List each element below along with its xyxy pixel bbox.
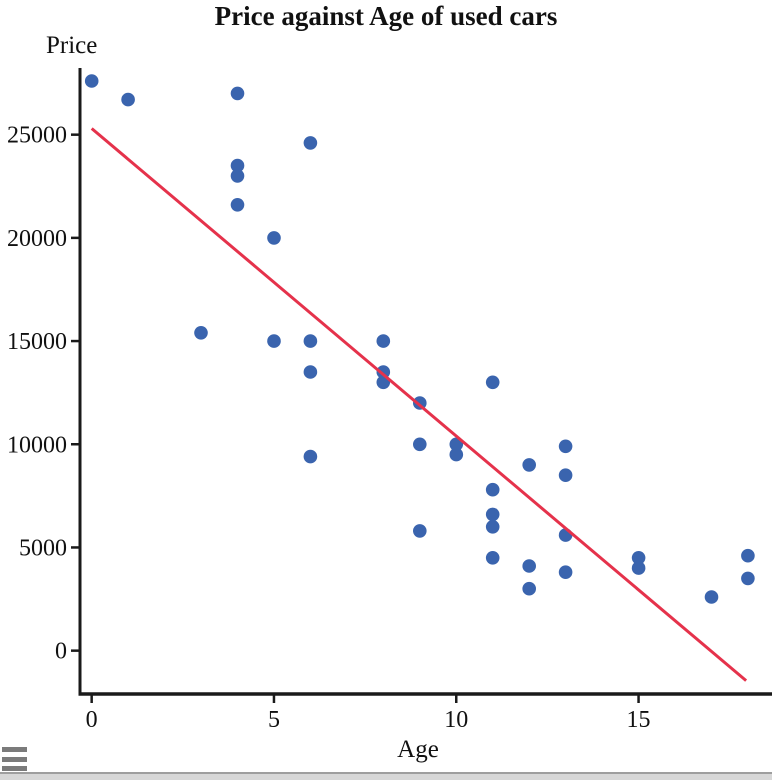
y-tick-label: 10000 — [7, 432, 67, 458]
data-point — [267, 231, 281, 245]
data-point — [230, 169, 245, 183]
data-point — [376, 365, 391, 379]
data-point — [230, 158, 245, 173]
menu-bar — [2, 756, 27, 762]
data-point — [230, 198, 245, 212]
data-point — [230, 86, 245, 101]
y-axis-label: Price — [46, 32, 98, 59]
data-point — [631, 551, 646, 565]
data-point — [303, 449, 318, 464]
menu-bar — [2, 747, 27, 752]
horizontal-scrollbar[interactable] — [0, 772, 772, 780]
x-tick-label: 5 — [268, 707, 280, 733]
data-point — [485, 551, 500, 565]
data-point — [558, 468, 573, 483]
data-point — [267, 334, 281, 348]
data-point — [522, 458, 536, 472]
data-point — [194, 326, 208, 340]
data-point — [558, 439, 573, 454]
data-point — [741, 571, 755, 586]
data-point — [485, 507, 500, 522]
data-point — [84, 74, 99, 88]
x-axis-label: Age — [397, 736, 439, 763]
data-point — [413, 437, 427, 452]
data-point — [522, 581, 536, 596]
data-point — [413, 524, 427, 538]
data-point — [558, 565, 573, 579]
x-tick-label: 15 — [627, 707, 651, 733]
y-tick-label: 5000 — [19, 535, 67, 561]
menu-bar — [2, 766, 27, 771]
chart-title: Price against Age of used cars — [214, 1, 558, 31]
y-tick-label: 0 — [55, 639, 67, 665]
data-point — [558, 528, 573, 542]
y-tick-label: 25000 — [7, 123, 67, 149]
y-tick-label: 15000 — [7, 329, 67, 355]
data-point — [485, 520, 500, 534]
x-tick-label: 0 — [86, 707, 98, 733]
trend-line — [90, 127, 748, 682]
y-tick-label: 20000 — [7, 226, 67, 252]
data-point — [303, 136, 318, 150]
data-point — [485, 375, 500, 390]
data-point — [485, 482, 500, 497]
data-point — [376, 334, 391, 348]
data-point — [303, 334, 318, 348]
x-tick-label: 10 — [444, 707, 468, 733]
data-point — [704, 590, 719, 604]
data-point — [303, 365, 318, 379]
data-point — [741, 548, 755, 563]
hamburger-menu-icon[interactable] — [2, 747, 27, 771]
data-point — [631, 561, 646, 575]
data-point — [121, 92, 135, 107]
data-point — [522, 559, 536, 573]
data-point — [449, 447, 464, 462]
